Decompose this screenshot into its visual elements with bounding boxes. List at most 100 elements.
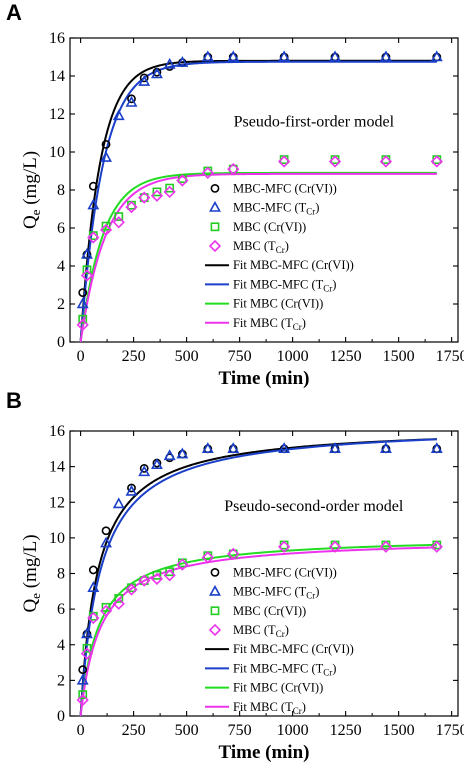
legend-label: Fit MBC-MFC (Cr(VI))	[233, 642, 354, 656]
x-tick-label: 500	[175, 722, 199, 739]
y-tick-label: 8	[57, 182, 65, 199]
legend-marker	[208, 623, 222, 637]
data-point	[201, 442, 214, 454]
legend-marker	[210, 606, 220, 616]
data-point	[163, 185, 176, 199]
data-point	[112, 497, 125, 509]
data-point	[150, 189, 164, 202]
data-point	[278, 540, 291, 553]
data-point	[150, 458, 163, 470]
y-tick-label: 10	[49, 530, 65, 547]
data-point	[228, 549, 238, 559]
data-point	[80, 269, 94, 282]
legend-label: MBC-MFC (TCr)	[233, 201, 319, 217]
data-point	[125, 583, 138, 596]
data-point	[278, 155, 291, 168]
data-point	[201, 50, 214, 62]
y-tick-label: 14	[49, 459, 65, 476]
y-axis-title: Qe (mg/L)	[20, 534, 43, 612]
y-tick-label: 12	[49, 106, 65, 123]
legend-label: MBC (TCr)	[233, 239, 289, 255]
y-tick-label: 4	[57, 258, 65, 275]
x-tick-label: 1250	[330, 348, 362, 365]
data-point	[329, 50, 341, 62]
fit-curve	[79, 172, 437, 342]
legend-label: Fit MBC (Cr(VI))	[233, 297, 323, 311]
data-point	[152, 187, 162, 197]
legend-marker	[210, 183, 220, 193]
data-point	[88, 181, 98, 191]
y-tick-label: 0	[57, 334, 65, 351]
data-point	[138, 465, 151, 477]
y-tick-label: 10	[49, 144, 65, 161]
data-point	[99, 604, 113, 618]
data-point	[101, 602, 111, 612]
legend-marker	[209, 200, 221, 212]
legend-label: MBC-MFC (TCr)	[233, 585, 319, 601]
data-point	[329, 442, 341, 454]
data-point	[150, 67, 163, 79]
data-point	[100, 536, 112, 548]
data-point	[78, 690, 88, 700]
x-tick-label: 1500	[383, 348, 415, 365]
data-point	[87, 231, 100, 244]
x-tick-label: 750	[228, 722, 252, 739]
x-tick-label: 0	[77, 348, 85, 365]
legend-label: Fit MBC-MFC (TCr)	[233, 277, 336, 293]
x-tick-label: 1000	[277, 722, 309, 739]
x-tick-label: 250	[122, 348, 146, 365]
data-point	[227, 547, 240, 561]
data-point	[81, 627, 93, 639]
y-tick-label: 4	[57, 637, 65, 654]
data-point	[139, 464, 149, 473]
data-point	[114, 212, 124, 221]
data-point	[125, 484, 138, 496]
x-tick-label: 250	[122, 722, 146, 739]
data-point	[227, 162, 240, 176]
data-point	[430, 540, 443, 553]
data-point	[176, 174, 189, 187]
data-point	[125, 200, 138, 214]
data-point	[150, 572, 164, 585]
data-point	[78, 665, 88, 675]
data-point	[227, 50, 240, 62]
data-point	[163, 57, 176, 69]
data-point	[125, 95, 138, 107]
data-point	[139, 193, 149, 202]
data-point	[176, 447, 189, 459]
data-point	[138, 574, 151, 587]
data-point	[201, 166, 214, 180]
data-point	[165, 183, 175, 193]
data-point	[201, 551, 214, 564]
data-point	[87, 198, 100, 210]
chart-panel-a: A 0 250 500 750 1000 1250 1500 1750 0 2 4 6 8 10 12 14 16…	[6, 0, 464, 389]
data-point	[101, 526, 111, 536]
x-tick-label: 750	[228, 348, 252, 365]
legend-label: Fit MBC-MFC (Cr(VI))	[233, 258, 354, 272]
data-point	[430, 442, 443, 454]
x-axis-title: Time (min)	[219, 368, 310, 389]
y-tick-label: 2	[57, 296, 65, 313]
data-point	[82, 643, 92, 653]
data-point	[379, 442, 392, 454]
data-point	[80, 647, 94, 660]
y-tick-label: 12	[49, 494, 65, 511]
legend-label: Fit MBC (Cr(VI))	[233, 681, 323, 695]
data-point	[165, 567, 175, 577]
legend-label: MBC (TCr)	[233, 623, 289, 639]
data-point	[152, 570, 162, 580]
fit-curve	[79, 438, 437, 716]
data-point	[278, 442, 291, 454]
data-point	[87, 611, 100, 625]
data-point	[112, 216, 125, 229]
x-tick-label: 1750	[436, 348, 464, 365]
y-tick-label: 6	[57, 601, 65, 618]
data-point	[328, 540, 342, 553]
data-point	[430, 50, 443, 62]
data-point	[78, 314, 88, 324]
y-tick-label: 8	[57, 566, 65, 583]
data-point	[78, 288, 88, 297]
y-tick-label: 0	[57, 708, 65, 725]
data-point	[101, 221, 111, 231]
x-tick-label: 1000	[277, 348, 309, 365]
